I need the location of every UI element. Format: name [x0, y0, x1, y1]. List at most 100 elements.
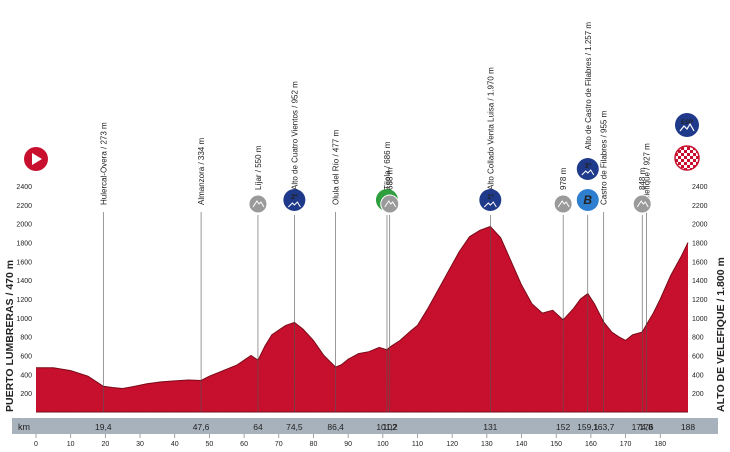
- point-label: Hulercal-Overa / 273 m: [99, 122, 108, 205]
- point-label: Castro de Filabres / 955 m: [600, 110, 609, 205]
- point-label: Alto de Cuatro Vientos / 952 m: [290, 81, 299, 190]
- y-tick-right: 1800: [692, 241, 708, 248]
- km-label: 86,4: [327, 422, 344, 432]
- km-bar: [12, 418, 718, 434]
- km-label: 131: [483, 422, 497, 432]
- x-tick-label: 80: [310, 441, 318, 448]
- y-tick-left: 1200: [16, 297, 32, 304]
- category-label: 2ª: [291, 194, 298, 201]
- x-tick-label: 0: [34, 441, 38, 448]
- category-label: 1ª: [487, 194, 494, 201]
- point-label: Tíjola / 686 m: [383, 141, 392, 190]
- elevation-profile: [36, 225, 689, 413]
- y-tick-right: 200: [692, 391, 704, 398]
- bonus-b-icon: B: [576, 189, 599, 211]
- y-tick-right: 2200: [692, 203, 708, 210]
- finish-checkered-flag-icon: [674, 145, 700, 171]
- x-tick-label: 180: [654, 441, 666, 448]
- x-axis: 0 10 20 30 40 50 60 70 80 90 100 110 120 130 140 150 160…: [34, 434, 666, 448]
- point-label: Velefique / 927 m: [642, 143, 651, 205]
- intermediate-climb-icon: [248, 194, 268, 214]
- intermediate-climb-icon: [632, 194, 652, 214]
- y-tick-left: 2200: [16, 203, 32, 210]
- point-labels: Hulercal-Overa / 273 m Almanzora / 334 m L…: [99, 22, 651, 205]
- point-leader-lines: [102, 212, 647, 412]
- point-label: Olula del Río / 477 m: [332, 130, 341, 205]
- x-tick-label: 50: [206, 441, 214, 448]
- y-tick-left: 1000: [16, 316, 32, 323]
- point-label: 688 m: [386, 167, 395, 190]
- y-axis-left: 200 400 600 800 1000 1200 1400 1600 1800 2000 2200…: [16, 184, 32, 398]
- esp-mountain-icon: ESP: [675, 113, 699, 137]
- y-tick-right: 1600: [692, 259, 708, 266]
- km-label: 159,1: [577, 422, 599, 432]
- profile-texture: [36, 226, 688, 412]
- km-label: 174,8: [632, 422, 654, 432]
- km-label: 163,7: [593, 422, 615, 432]
- y-tick-right: 2000: [692, 222, 708, 229]
- intermediate-climb-icon: [380, 194, 400, 214]
- x-tick-label: 70: [275, 441, 283, 448]
- x-tick-label: 150: [550, 441, 562, 448]
- km-label: 176: [639, 422, 653, 432]
- km-label: 74,5: [286, 422, 303, 432]
- point-label: 848 m: [638, 167, 647, 190]
- x-tick-label: 60: [240, 441, 248, 448]
- x-tick-label: 30: [136, 441, 144, 448]
- x-tick-label: 170: [620, 441, 632, 448]
- y-tick-left: 400: [20, 372, 32, 379]
- x-tick-label: 110: [412, 441, 423, 448]
- bonus-label: B: [583, 193, 592, 207]
- km-label: 152: [556, 422, 570, 432]
- start-label: PUERTO LUMBRERAS / 470 m: [4, 260, 16, 412]
- point-label: Alto Collado Venta Luisa / 1.970 m: [486, 67, 495, 190]
- y-tick-left: 1800: [16, 241, 32, 248]
- y-tick-left: 2000: [16, 222, 32, 229]
- x-tick-label: 10: [67, 441, 75, 448]
- point-label: Alto de Castro de Filabres / 1.257 m: [584, 22, 593, 150]
- y-tick-left: 1400: [16, 278, 32, 285]
- km-label: 19,4: [95, 422, 112, 432]
- point-label: Almanzora / 334 m: [197, 138, 206, 205]
- point-label: Líjar / 550 m: [254, 145, 263, 190]
- point-markers: 2ªS1ª3ªB: [248, 158, 652, 214]
- km-label: 188: [681, 422, 695, 432]
- y-tick-right: 1400: [692, 278, 708, 285]
- y-tick-left: 1600: [16, 259, 32, 266]
- km-label: 64: [253, 422, 263, 432]
- km-label: 101,2: [376, 422, 398, 432]
- y-tick-right: 1000: [692, 316, 708, 323]
- point-label: 978 m: [559, 167, 568, 190]
- y-tick-left: 800: [20, 335, 32, 342]
- x-tick-label: 120: [446, 441, 458, 448]
- x-tick-label: 130: [481, 441, 493, 448]
- km-label: 102: [383, 422, 397, 432]
- y-tick-right: 400: [692, 372, 704, 379]
- x-tick-label: 20: [101, 441, 109, 448]
- x-tick-label: 140: [516, 441, 528, 448]
- finish-label: ALTO DE VELEFIQUE / 1.800 m: [715, 257, 727, 412]
- category-3-climb-icon: 3ª: [576, 158, 599, 180]
- esp-badge-label: ESP: [681, 120, 693, 126]
- y-tick-left: 600: [20, 354, 32, 361]
- x-tick-label: 160: [585, 441, 597, 448]
- y-tick-left: 200: [20, 391, 32, 398]
- intermediate-climb-icon: [553, 194, 573, 214]
- km-bar-label: km: [18, 422, 30, 432]
- start-play-icon: [24, 147, 48, 171]
- y-tick-right: 800: [692, 335, 704, 342]
- y-tick-right: 2400: [692, 184, 708, 191]
- x-tick-label: 100: [377, 441, 389, 448]
- y-axis-right: 200 400 600 800 1000 1200 1400 1600 1800 2000 2200…: [692, 184, 708, 398]
- y-tick-right: 600: [692, 354, 704, 361]
- y-tick-left: 2400: [16, 184, 32, 191]
- y-tick-right: 1200: [692, 297, 708, 304]
- category-1-climb-icon: 1ª: [479, 189, 502, 211]
- category-label: 3ª: [585, 163, 592, 170]
- km-label: 47,6: [193, 422, 210, 432]
- x-tick-label: 40: [171, 441, 179, 448]
- category-2-climb-icon: 2ª: [283, 189, 306, 211]
